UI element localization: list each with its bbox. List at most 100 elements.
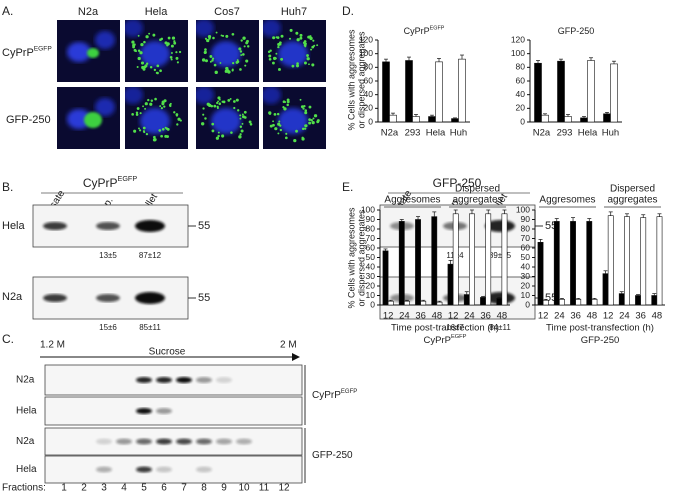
panel-letter: A. [2, 4, 13, 18]
band [96, 222, 120, 230]
green-dot [272, 120, 274, 123]
green-dot [269, 124, 273, 128]
error-bar [538, 239, 543, 243]
green-dot [173, 41, 177, 45]
x-tick-label: 24 [464, 311, 475, 322]
error-bar [388, 299, 393, 302]
gradient-label: Sucrose [149, 347, 186, 358]
green-dot [277, 45, 280, 49]
band [485, 292, 515, 304]
green-dot [242, 36, 246, 40]
error-bar [612, 60, 616, 64]
error-bar [464, 291, 469, 295]
fractions-label: Fractions: [2, 483, 46, 493]
green-dot [131, 40, 135, 44]
x-tick-label: 36 [415, 311, 426, 322]
bar [580, 117, 588, 123]
column-label: Huh7 [281, 6, 307, 18]
green-dot [217, 100, 220, 103]
green-dot [149, 102, 153, 106]
green-dot [299, 33, 303, 37]
band [136, 466, 152, 473]
bar [586, 221, 593, 306]
x-tick-label: 293 [557, 128, 573, 139]
nucleus [278, 108, 308, 134]
micrograph [57, 20, 120, 82]
green-dot [161, 128, 165, 131]
nucleus [263, 87, 281, 104]
green-dot [212, 36, 215, 40]
y-tick-label: 40 [516, 89, 526, 99]
bar [610, 63, 618, 123]
green-dot [216, 107, 219, 110]
error-bar [391, 112, 395, 116]
green-dot [239, 50, 243, 53]
green-dot [159, 69, 162, 73]
chart-title-base: CyPrP [404, 26, 430, 36]
green-dot [165, 127, 169, 130]
group-label-base: GFP-250 [433, 176, 482, 190]
green-dot [143, 131, 146, 134]
group-label: Aggresomes [384, 195, 440, 206]
nucleus [263, 20, 281, 37]
green-dot [296, 38, 300, 42]
band [43, 294, 67, 302]
green-dot [144, 102, 148, 106]
green-dot [272, 123, 275, 127]
band [176, 438, 192, 445]
bar [624, 216, 630, 306]
chart-title-base: GFP-250 [558, 26, 595, 36]
green-dot [277, 132, 280, 135]
green-dot [140, 43, 144, 47]
green-dot [231, 69, 234, 72]
green-dot [286, 103, 289, 107]
green-dot [163, 105, 166, 108]
bar [618, 293, 625, 306]
green-dot [308, 105, 312, 109]
row-label-base: CyPrP [2, 47, 34, 59]
green-dot [217, 96, 221, 100]
green-dot [295, 31, 299, 35]
bar [387, 300, 394, 306]
error-bar [543, 113, 547, 116]
bar [389, 114, 397, 123]
green-dot [311, 63, 315, 67]
green-dot [285, 132, 288, 135]
green-dot [155, 71, 158, 74]
y-tick-label: 90 [521, 214, 531, 224]
micrograph [263, 20, 326, 82]
green-dot [240, 129, 244, 133]
green-dot [278, 41, 282, 45]
green-dot [308, 118, 312, 122]
green-dot [286, 100, 290, 104]
bar [640, 217, 647, 306]
green-dot [145, 132, 149, 136]
green-dot [242, 53, 245, 56]
image-content [125, 20, 182, 75]
group-label: aggregates [607, 195, 657, 206]
fraction-label: 12 [278, 483, 290, 493]
bar [553, 221, 560, 306]
y-tick-label: 20 [521, 280, 531, 290]
error-bar [582, 116, 586, 118]
band [196, 438, 212, 445]
band [136, 438, 152, 445]
y-tick-label: 80 [516, 62, 526, 72]
green-dot [152, 33, 156, 37]
quantification: 87±12 [139, 251, 162, 260]
fraction-label: 4 [121, 483, 127, 493]
error-bar [636, 294, 641, 296]
y-tick-label: 60 [366, 242, 376, 252]
band [136, 377, 152, 383]
green-dot [202, 113, 205, 116]
x-tick-label: 48 [497, 311, 508, 322]
error-bar [559, 58, 563, 62]
error-bar [589, 57, 593, 61]
nucleus [211, 41, 241, 67]
x-tick-label: 12 [538, 311, 549, 322]
green-dot [160, 134, 163, 138]
green-dot [200, 122, 205, 126]
green-dot [303, 127, 307, 130]
chart-subtitle-base: CyPrP [424, 335, 451, 346]
green-dot [156, 64, 160, 68]
